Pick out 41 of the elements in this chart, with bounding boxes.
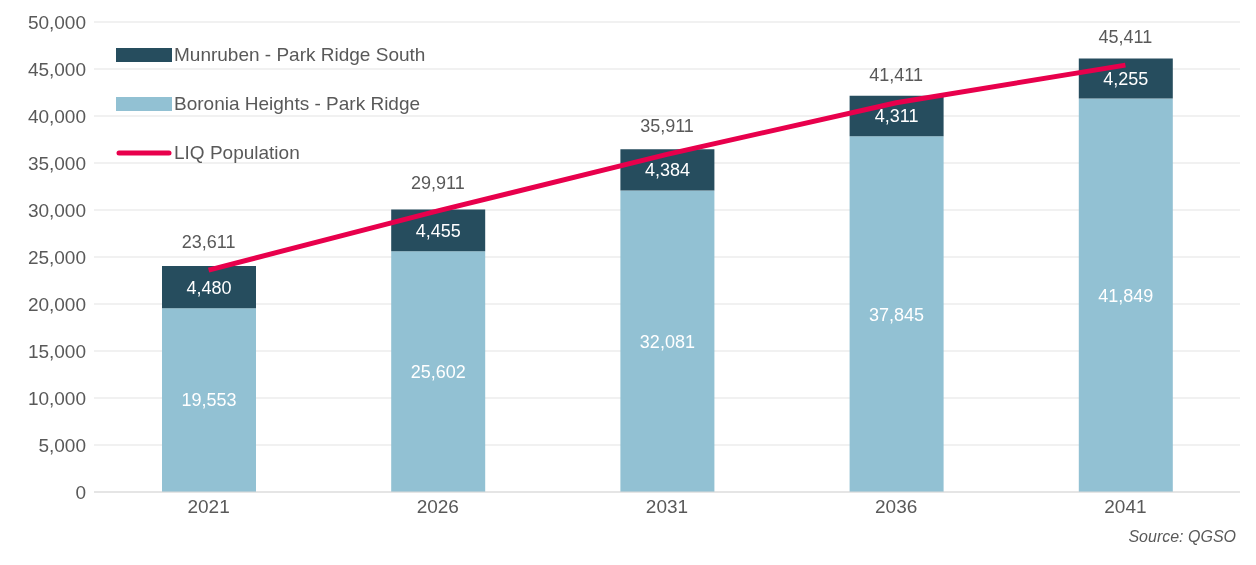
y-tick-label: 30,000	[27, 199, 86, 221]
data-label: 4,311	[874, 106, 919, 127]
bar	[391, 251, 486, 492]
data-label: 45,411	[1098, 27, 1153, 48]
y-tick-label: 20,000	[27, 293, 86, 315]
y-tick-label: 50,000	[27, 11, 86, 33]
data-label: 4,255	[1103, 69, 1149, 90]
data-label: 4,455	[415, 220, 461, 241]
y-tick-label: 0	[75, 481, 86, 503]
x-tick-label: 2041	[1104, 496, 1147, 518]
legend-label: LIQ Population	[174, 141, 300, 164]
x-tick-label: 2021	[187, 496, 230, 518]
x-tick-label: 2026	[416, 496, 459, 518]
data-label: 25,602	[410, 362, 466, 383]
data-label: 19,553	[181, 390, 237, 411]
y-tick-label: 45,000	[27, 58, 86, 80]
data-label: 37,845	[869, 304, 925, 325]
bar	[849, 136, 944, 492]
data-label: 23,611	[181, 232, 236, 253]
x-tick-label: 2031	[645, 496, 689, 518]
y-tick-label: 40,000	[27, 105, 86, 127]
bar	[620, 190, 715, 492]
source-note: Source: QGSO	[1127, 528, 1237, 546]
bar	[162, 266, 256, 309]
legend-label: Boronia Heights - Park Ridge	[174, 92, 421, 115]
data-label: 29,911	[410, 172, 465, 193]
y-tick-label: 10,000	[27, 387, 86, 409]
legend-label: Munruben - Park Ridge South	[174, 43, 426, 66]
data-label: 4,384	[644, 160, 690, 181]
data-label: 4,480	[186, 277, 232, 298]
x-tick-label: 2036	[875, 496, 918, 518]
bar	[162, 308, 256, 492]
data-label: 41,849	[1098, 285, 1154, 306]
y-tick-label: 35,000	[27, 152, 86, 174]
data-label: 41,411	[869, 64, 924, 85]
y-tick-label: 15,000	[27, 340, 86, 362]
y-tick-label: 5,000	[38, 434, 86, 456]
data-label: 35,911	[640, 116, 694, 137]
bar	[1078, 98, 1173, 492]
data-label: 32,081	[639, 331, 695, 352]
y-tick-label: 25,000	[27, 246, 86, 268]
